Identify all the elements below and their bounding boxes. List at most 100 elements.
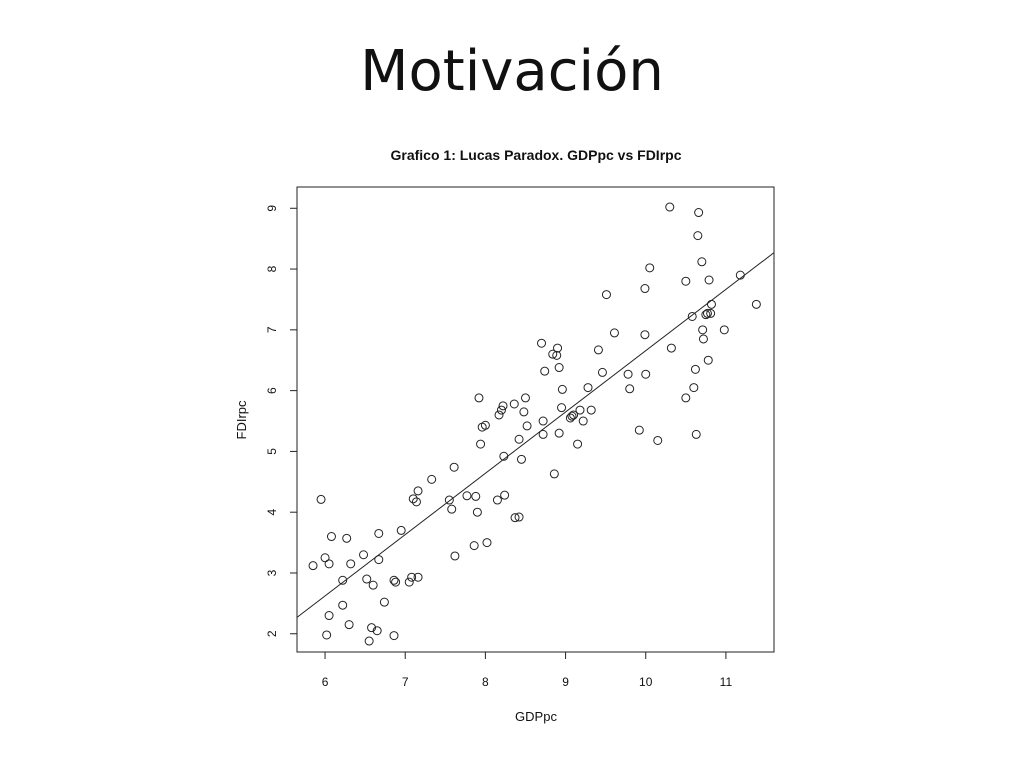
data-point [751, 299, 761, 309]
data-point [698, 334, 708, 344]
data-point [519, 407, 529, 417]
data-point [404, 577, 414, 587]
data-point [623, 369, 633, 379]
data-point [450, 551, 460, 561]
data-point [372, 626, 382, 636]
data-point [666, 343, 676, 353]
data-point [538, 416, 548, 426]
data-point [482, 538, 492, 548]
data-point [557, 403, 567, 413]
data-point [548, 349, 558, 359]
data-point [573, 439, 583, 449]
x-tick-label: 8 [482, 675, 489, 689]
data-point [554, 363, 564, 373]
y-tick-label: 3 [265, 569, 279, 576]
data-point [681, 276, 691, 286]
data-point [342, 533, 352, 543]
data-point [549, 469, 559, 479]
y-axis-label: FDIrpc [234, 400, 249, 440]
data-point [471, 491, 481, 501]
data-point [690, 364, 700, 374]
trend-line [296, 252, 775, 618]
y-tick-label: 8 [265, 265, 279, 272]
points-layer [308, 202, 761, 646]
data-point [498, 401, 508, 411]
x-axis-label: GDPpc [515, 709, 557, 724]
y-tick-label: 7 [265, 326, 279, 333]
data-point [703, 355, 713, 365]
data-point [368, 580, 378, 590]
data-point [586, 405, 596, 415]
data-point [681, 393, 691, 403]
data-point [567, 411, 577, 421]
data-point [510, 513, 520, 523]
data-point [665, 202, 675, 212]
data-point [324, 559, 334, 569]
data-point [396, 525, 406, 535]
data-point [469, 541, 479, 551]
data-point [609, 328, 619, 338]
data-point [472, 507, 482, 517]
data-point [693, 231, 703, 241]
x-tick-label: 9 [562, 675, 569, 689]
data-point [687, 311, 697, 321]
data-point [697, 257, 707, 267]
y-tick-label: 5 [265, 448, 279, 455]
data-point [540, 366, 550, 376]
data-point [362, 574, 372, 584]
data-point [553, 343, 563, 353]
data-point [509, 399, 519, 409]
data-point [480, 420, 490, 430]
data-point [578, 416, 588, 426]
data-point [583, 383, 593, 393]
data-point [447, 504, 457, 514]
data-point [694, 208, 704, 218]
data-point [476, 439, 486, 449]
data-point [494, 410, 504, 420]
data-point [500, 490, 510, 500]
y-tick-label: 4 [265, 509, 279, 516]
data-point [346, 559, 356, 569]
data-point [569, 410, 579, 420]
data-point [316, 494, 326, 504]
data-point [640, 330, 650, 340]
data-point [522, 421, 532, 431]
data-point [538, 429, 548, 439]
data-point [374, 528, 384, 538]
y-axis: 2 3 4 5 6 7 8 9 [265, 205, 298, 637]
data-point [492, 495, 502, 505]
data-point [413, 572, 423, 582]
data-point [379, 597, 389, 607]
data-point [326, 532, 336, 542]
data-point [364, 636, 374, 646]
data-point [597, 367, 607, 377]
y-tick-label: 2 [265, 630, 279, 637]
data-point [514, 512, 524, 522]
y-tick-label: 9 [265, 205, 279, 212]
data-point [359, 550, 369, 560]
data-point [324, 611, 334, 621]
data-point [338, 600, 348, 610]
chart-title: Grafico 1: Lucas Paradox. GDPpc vs FDIrp… [391, 147, 682, 163]
data-point [413, 486, 423, 496]
data-point [640, 284, 650, 294]
data-point [367, 623, 377, 633]
data-point [338, 575, 348, 585]
data-point [520, 393, 530, 403]
y-tick-label: 6 [265, 387, 279, 394]
data-point [641, 369, 651, 379]
x-tick-label: 6 [322, 675, 329, 689]
data-point [474, 393, 484, 403]
data-point [322, 630, 332, 640]
data-point [374, 555, 384, 565]
data-point [411, 497, 421, 507]
data-point [537, 338, 547, 348]
data-point [593, 345, 603, 355]
data-point [653, 435, 663, 445]
data-point [389, 575, 399, 585]
data-point [427, 474, 437, 484]
data-point [391, 577, 401, 587]
data-point [320, 553, 330, 563]
data-point [449, 462, 459, 472]
